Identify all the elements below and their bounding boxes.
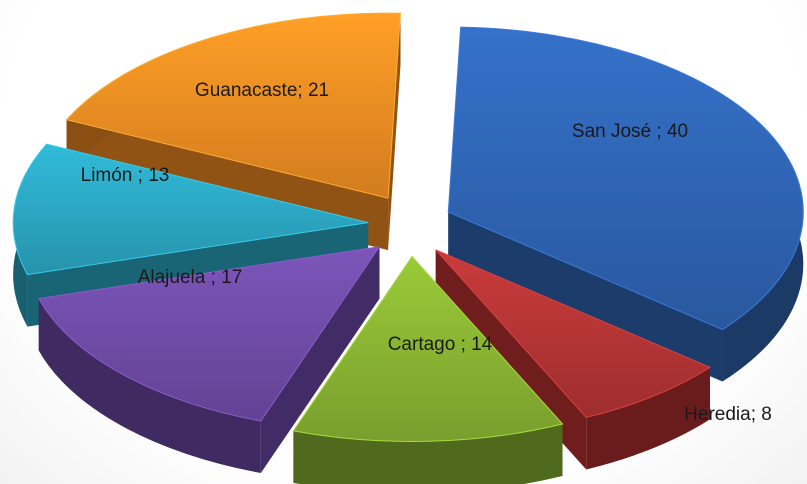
pie-slice-side	[586, 367, 710, 470]
pie-slice-side	[38, 298, 261, 474]
pie-slice-top	[292, 255, 564, 442]
pie-slice-wall	[388, 13, 401, 251]
pie-slice-alajuela	[37, 245, 381, 474]
pie-slice-wall	[448, 212, 723, 382]
slice-label-guanacaste: Guanacaste; 21	[195, 80, 329, 101]
pie-slice-wall	[260, 246, 380, 474]
pie-slice-top	[447, 26, 804, 331]
pie-slice-san-jos-	[447, 26, 804, 382]
pie-slice-side	[293, 424, 563, 484]
pie-slice-top	[12, 143, 369, 276]
pie-slice-top	[65, 12, 402, 199]
slice-label-alajuela: Alajuela ; 17	[138, 267, 243, 288]
slice-label-lim-n: Limón ; 13	[81, 165, 170, 186]
slice-label-san-jos-: San José ; 40	[572, 121, 688, 142]
slice-label-heredia: Heredia; 8	[684, 404, 772, 425]
slice-label-cartago: Cartago ; 14	[388, 334, 493, 355]
pie-slice-cartago	[292, 255, 564, 484]
pie-slice-top	[37, 245, 381, 422]
pie-slice-top	[435, 249, 712, 418]
